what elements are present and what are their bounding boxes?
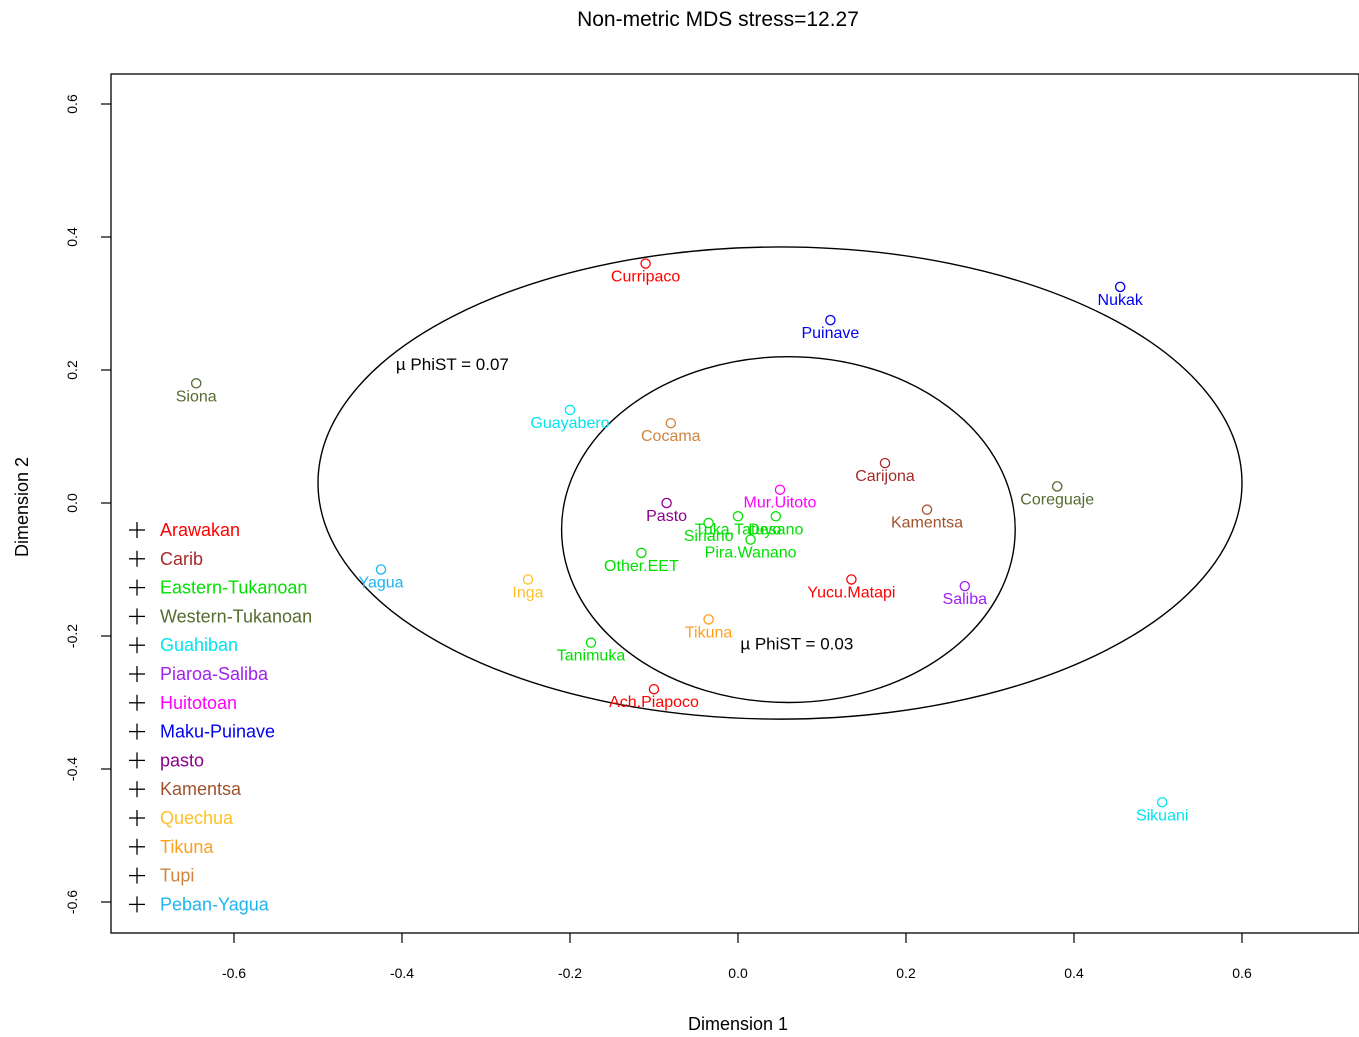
- data-point: [1051, 481, 1063, 492]
- phist-annotation: µ PhiST = 0.03: [740, 634, 853, 653]
- point-label: Siriano: [684, 528, 734, 545]
- point-label: Coreguaje: [1020, 491, 1094, 508]
- x-axis: -0.6 -0.4 -0.2 0.0 0.2 0.4 0.6: [222, 933, 1252, 981]
- plot-frame: [110, 73, 1359, 934]
- point-label: Sikuani: [1136, 807, 1188, 824]
- point-label: Kamentsa: [891, 515, 963, 532]
- legend-label: Huitotoan: [160, 693, 237, 713]
- legend-label: Western-Tukanoan: [160, 606, 312, 626]
- x-tick-label: -0.6: [222, 965, 246, 981]
- data-point: [770, 511, 782, 522]
- legend-label: Quechua: [160, 808, 234, 828]
- x-tick-label: -0.2: [558, 965, 582, 981]
- point-label: Ach.Piapoco: [609, 694, 699, 711]
- point-label: Tikuna: [685, 624, 733, 641]
- data-point: [846, 574, 857, 585]
- point-label: Curripaco: [611, 269, 680, 286]
- y-axis: 0.6 0.4 0.2 0.0 -0.2 -0.4 -0.6: [64, 94, 111, 914]
- data-point: [665, 417, 677, 429]
- data-point: [732, 511, 744, 522]
- data-point: [1156, 797, 1168, 808]
- data-point: [703, 517, 714, 529]
- legend-label: Tupi: [160, 866, 194, 886]
- data-point: [648, 683, 660, 695]
- data-point: [636, 547, 647, 559]
- data-point: [564, 404, 576, 416]
- legend-label: Carib: [160, 549, 203, 569]
- legend: Arawakan Carib Eastern-Tukanoan Western-Tuk…: [129, 520, 312, 914]
- point-label: Pasto: [646, 508, 687, 525]
- x-axis-title: Dimension 1: [688, 1014, 788, 1034]
- data-point: [703, 614, 714, 625]
- data-point: [661, 497, 672, 509]
- point-label: Desano: [748, 521, 803, 538]
- y-tick-label: 0.2: [64, 360, 80, 380]
- phist-ellipse: [317, 246, 1243, 720]
- y-tick-label: 0.4: [64, 227, 80, 247]
- x-tick-label: 0.4: [1064, 965, 1084, 981]
- y-tick-label: -0.6: [64, 890, 80, 914]
- y-axis-title: Dimension 2: [12, 457, 32, 557]
- legend-label: Maku-Puinave: [160, 722, 275, 742]
- data-point: [745, 534, 756, 545]
- x-tick-label: 0.0: [728, 965, 748, 981]
- point-label: Mur.Uitoto: [744, 495, 817, 512]
- x-tick-label: 0.6: [1232, 965, 1252, 981]
- y-tick-label: 0.0: [64, 493, 80, 513]
- point-label: Puinave: [801, 325, 859, 342]
- data-point: [375, 564, 387, 575]
- legend-label: Kamentsa: [160, 779, 242, 799]
- x-tick-label: 0.2: [896, 965, 916, 981]
- legend-label: Peban-Yagua: [160, 894, 270, 914]
- point-label: Pira.Wanano: [705, 545, 797, 562]
- phist-ellipse: [560, 355, 1016, 704]
- data-point: [1114, 281, 1126, 293]
- point-label: Saliba: [943, 591, 988, 608]
- point-label: Siona: [176, 388, 217, 405]
- legend-label: Tikuna: [160, 837, 214, 857]
- point-label: Nukak: [1098, 292, 1144, 309]
- point-label: Yagua: [358, 575, 403, 592]
- y-tick-label: -0.4: [64, 757, 80, 781]
- data-point: [190, 378, 202, 389]
- data-point: [585, 637, 597, 648]
- data-point: [921, 504, 933, 515]
- point-label: Tanimuka: [557, 648, 626, 665]
- point-label: Inga: [512, 584, 543, 601]
- data-point: [522, 574, 534, 585]
- legend-label: Eastern-Tukanoan: [160, 578, 307, 598]
- data-point: [774, 484, 786, 495]
- y-tick-label: 0.6: [64, 94, 80, 114]
- annotation-layer: µ PhiST = 0.07 µ PhiST = 0.03: [396, 355, 853, 653]
- ellipse-layer: [317, 246, 1243, 720]
- data-point: [959, 580, 971, 592]
- point-label: Guayabero: [530, 415, 609, 432]
- x-tick-label: -0.4: [390, 965, 414, 981]
- point-label: Yucu.Matapi: [807, 584, 895, 601]
- y-tick-label: -0.2: [64, 624, 80, 648]
- point-label: Cocama: [641, 428, 701, 445]
- data-point: [640, 258, 651, 269]
- legend-label: Guahiban: [160, 635, 238, 655]
- legend-label: pasto: [160, 750, 204, 770]
- chart-title: Non-metric MDS stress=12.27: [577, 8, 859, 31]
- legend-label: Piaroa-Saliba: [160, 664, 269, 684]
- point-label: Other.EET: [604, 558, 679, 575]
- point-label: Tuka.Tatuyo: [695, 521, 782, 538]
- phist-annotation: µ PhiST = 0.07: [396, 355, 509, 374]
- points-layer: Curripaco Puinave Nukak Siona Guayabero Cocam…: [176, 258, 1188, 824]
- legend-label: Arawakan: [160, 520, 240, 540]
- data-point: [879, 457, 891, 469]
- data-point: [825, 314, 836, 326]
- point-label: Carijona: [855, 468, 915, 485]
